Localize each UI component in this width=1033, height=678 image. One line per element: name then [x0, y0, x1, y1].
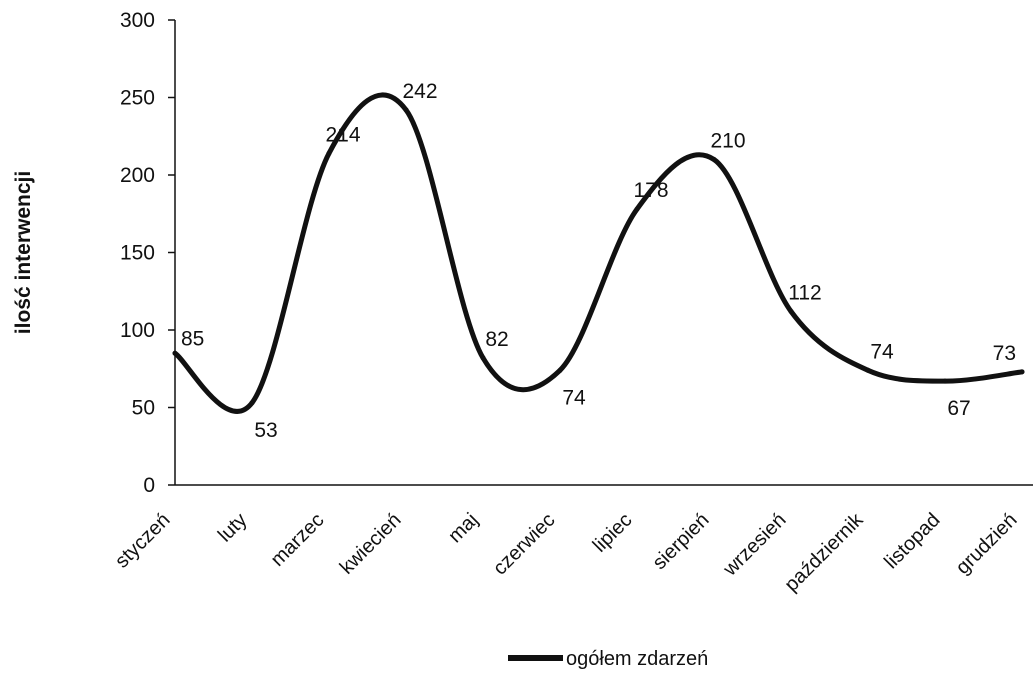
data-label: 85: [181, 327, 204, 350]
y-tick-label: 100: [120, 319, 155, 342]
x-tick-label: lipiec: [589, 509, 637, 557]
y-tick-label: 200: [120, 164, 155, 187]
data-point: [865, 367, 871, 373]
x-tick-label: listopad: [880, 509, 944, 573]
y-tick-labels: 0 50 100 150 200 250 300: [120, 9, 175, 497]
x-tick-label: luty: [214, 509, 252, 547]
series-line: [172, 92, 1025, 414]
data-label: 53: [254, 419, 277, 442]
data-point: [249, 400, 255, 406]
data-point: [403, 107, 409, 113]
data-label: 112: [788, 281, 821, 304]
series-layer: [172, 92, 1025, 414]
data-point: [326, 150, 332, 156]
data-point: [634, 206, 640, 212]
data-point: [788, 308, 794, 314]
y-tick-label: 300: [120, 9, 155, 32]
y-tick-label: 150: [120, 242, 155, 265]
x-tick-label: czerwiec: [489, 509, 560, 580]
data-point: [711, 157, 717, 162]
data-label: 214: [325, 123, 360, 146]
x-tick-label: grudzień: [952, 509, 1022, 579]
x-tick-label: sierpień: [648, 509, 713, 574]
data-label: 67: [947, 397, 970, 420]
data-point: [172, 350, 178, 356]
data-label: 242: [402, 80, 437, 103]
y-tick-label: 250: [120, 87, 155, 110]
legend: ogółem zdarzeń: [508, 648, 708, 670]
y-tick-label: 50: [132, 397, 155, 420]
x-tick-label: styczeń: [111, 509, 175, 573]
x-tick-label: marzec: [267, 509, 329, 571]
data-label: 73: [993, 342, 1016, 365]
y-tick-label: 0: [143, 474, 155, 497]
data-label: 210: [710, 130, 745, 153]
data-point: [942, 378, 948, 384]
data-point: [480, 355, 486, 361]
chart-axes: [174, 20, 1033, 486]
data-point: [1019, 369, 1025, 375]
legend-label: ogółem zdarzeń: [566, 648, 708, 670]
data-labels: 85 53 214 242 82 74 178 210 112 74 67 73: [181, 80, 1016, 442]
x-tick-labels: styczeń luty marzec kwiecień maj czerwiec lipi…: [111, 508, 1022, 596]
x-tick-label: październik: [780, 508, 868, 596]
data-label: 74: [562, 386, 586, 409]
data-label: 82: [485, 328, 508, 351]
x-tick-label: maj: [444, 509, 482, 547]
data-label: 178: [633, 179, 668, 202]
data-label: 74: [870, 340, 894, 363]
x-tick-label: kwiecień: [336, 509, 406, 579]
y-axis-title: ilość interwencji: [12, 171, 35, 334]
x-tick-label: wrzesień: [718, 509, 790, 581]
data-point: [557, 367, 563, 373]
